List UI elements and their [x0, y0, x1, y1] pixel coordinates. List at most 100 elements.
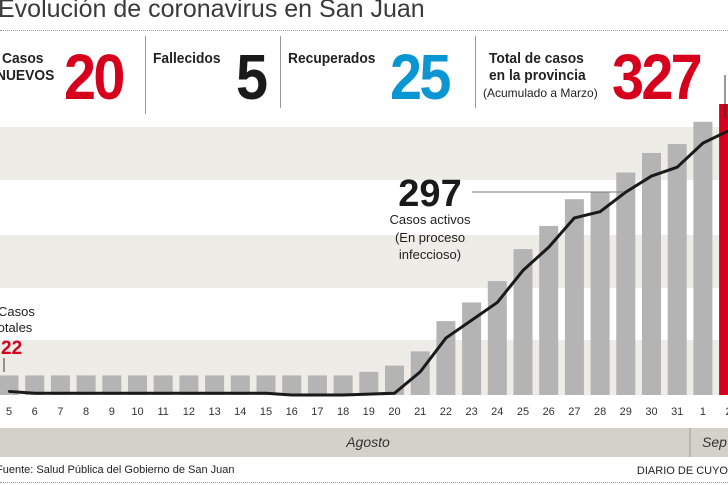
bar-total-29 [616, 172, 636, 395]
active-point-30 [650, 174, 653, 178]
divider [0, 30, 728, 31]
x-tick-label: 18 [337, 406, 349, 418]
active-label-2: (En proceso [395, 230, 465, 245]
month-axis-band [0, 428, 728, 457]
x-tick-label: 29 [620, 406, 632, 418]
x-tick-label: 17 [311, 406, 323, 418]
bar-total-15 [256, 375, 276, 395]
x-tick-label: 24 [491, 406, 503, 418]
deaths-value: 5 [236, 41, 268, 113]
active-point-27 [573, 216, 576, 220]
bar-total-27 [564, 199, 584, 395]
active-point-23 [470, 319, 473, 322]
active-point-13 [213, 392, 216, 395]
bar-total-31 [667, 144, 687, 395]
active-label-1: Casos activos [390, 212, 471, 227]
active-point-10 [136, 392, 139, 395]
active-point-19 [367, 392, 370, 396]
bar-total-28 [590, 192, 610, 395]
bar-total-16 [282, 375, 302, 395]
x-tick-label: 21 [414, 406, 426, 418]
active-point-28 [598, 210, 602, 213]
active-point-25 [521, 269, 525, 272]
x-tick-label: 8 [83, 406, 89, 418]
brand-credit: DIARIO DE CUYO [636, 465, 728, 477]
bar-total-18 [333, 375, 353, 395]
x-tick-label: 30 [645, 406, 657, 418]
active-point-20 [393, 392, 396, 395]
total-label-2: en la provincia [489, 67, 586, 84]
active-point-11 [162, 392, 165, 395]
active-point-31 [676, 165, 679, 169]
bar-total-13 [205, 375, 225, 395]
new-cases-label-1: Casos [2, 50, 44, 67]
bar-total-17 [307, 375, 327, 395]
recovered-value: 25 [390, 41, 451, 113]
bar-total-20 [385, 365, 404, 395]
month-label-agosto: Agosto [345, 434, 390, 450]
bar-total-12 [179, 375, 199, 395]
grid-band [0, 127, 728, 180]
x-tick-label: 31 [671, 406, 683, 418]
x-tick-label: 28 [594, 406, 606, 418]
x-tick-label: 19 [363, 406, 375, 418]
total-start-label-1: Casos [0, 304, 35, 319]
x-tick-label: 16 [286, 406, 298, 418]
x-tick-label: 2 [726, 406, 728, 418]
x-tick-label: 9 [109, 406, 115, 418]
x-tick-label: 15 [260, 406, 272, 418]
bar-total-6 [25, 375, 45, 395]
bar-total-23 [462, 302, 482, 395]
x-tick-label: 14 [234, 406, 246, 418]
new-cases-label-2: NUEVOS [0, 67, 55, 84]
bar-total-14 [230, 375, 250, 395]
x-tick-label: 12 [183, 406, 195, 418]
total-value: 327 [612, 41, 703, 113]
separator [145, 36, 146, 114]
active-point-6 [33, 392, 36, 395]
active-point-14 [239, 392, 242, 395]
bar-total-8 [76, 375, 96, 395]
active-point-17 [316, 393, 319, 397]
bar-total-9 [102, 375, 122, 395]
active-label-3: infeccioso) [399, 247, 461, 262]
active-point-16 [290, 393, 293, 397]
bar-total-11 [153, 375, 173, 395]
bar-total-10 [128, 375, 147, 395]
total-note: (Acumulado a Marzo) [483, 86, 598, 100]
month-label-sep: Sep [702, 434, 727, 450]
active-point-18 [341, 393, 345, 397]
x-tick-label: 22 [440, 406, 452, 418]
active-point-1 [701, 141, 705, 145]
bar-total-7 [50, 375, 70, 395]
new-cases-value: 20 [64, 41, 125, 113]
bar-total-22 [436, 321, 456, 395]
separator [280, 36, 281, 108]
x-tick-label: 5 [6, 406, 12, 418]
active-point-26 [547, 246, 550, 249]
source-note: Fuente: Salud Pública del Gobierno de Sa… [0, 464, 235, 476]
page-title: Evolución de coronavirus en San Juan [0, 0, 425, 23]
x-tick-label: 7 [57, 406, 63, 418]
active-point-15 [264, 392, 268, 395]
active-point-8 [84, 392, 88, 395]
bar-total-1 [693, 121, 713, 396]
active-point-24 [496, 301, 499, 304]
x-tick-label: 13 [208, 406, 220, 418]
x-tick-label: 27 [568, 406, 580, 418]
bar-total-5 [0, 375, 19, 395]
x-tick-label: 26 [543, 406, 555, 418]
x-tick-label: 1 [700, 406, 706, 418]
active-point-22 [444, 336, 448, 340]
total-start-value: 22 [1, 338, 22, 359]
bar-total-19 [359, 371, 379, 395]
x-tick-label: 6 [32, 406, 38, 418]
x-tick-label: 10 [131, 406, 143, 418]
recovered-label: Recuperados [288, 50, 376, 67]
x-tick-label: 20 [388, 406, 400, 418]
active-point-29 [624, 190, 627, 194]
active-value: 297 [398, 173, 461, 215]
x-tick-label: 11 [157, 406, 168, 418]
total-start-label-2: totales [0, 320, 33, 335]
